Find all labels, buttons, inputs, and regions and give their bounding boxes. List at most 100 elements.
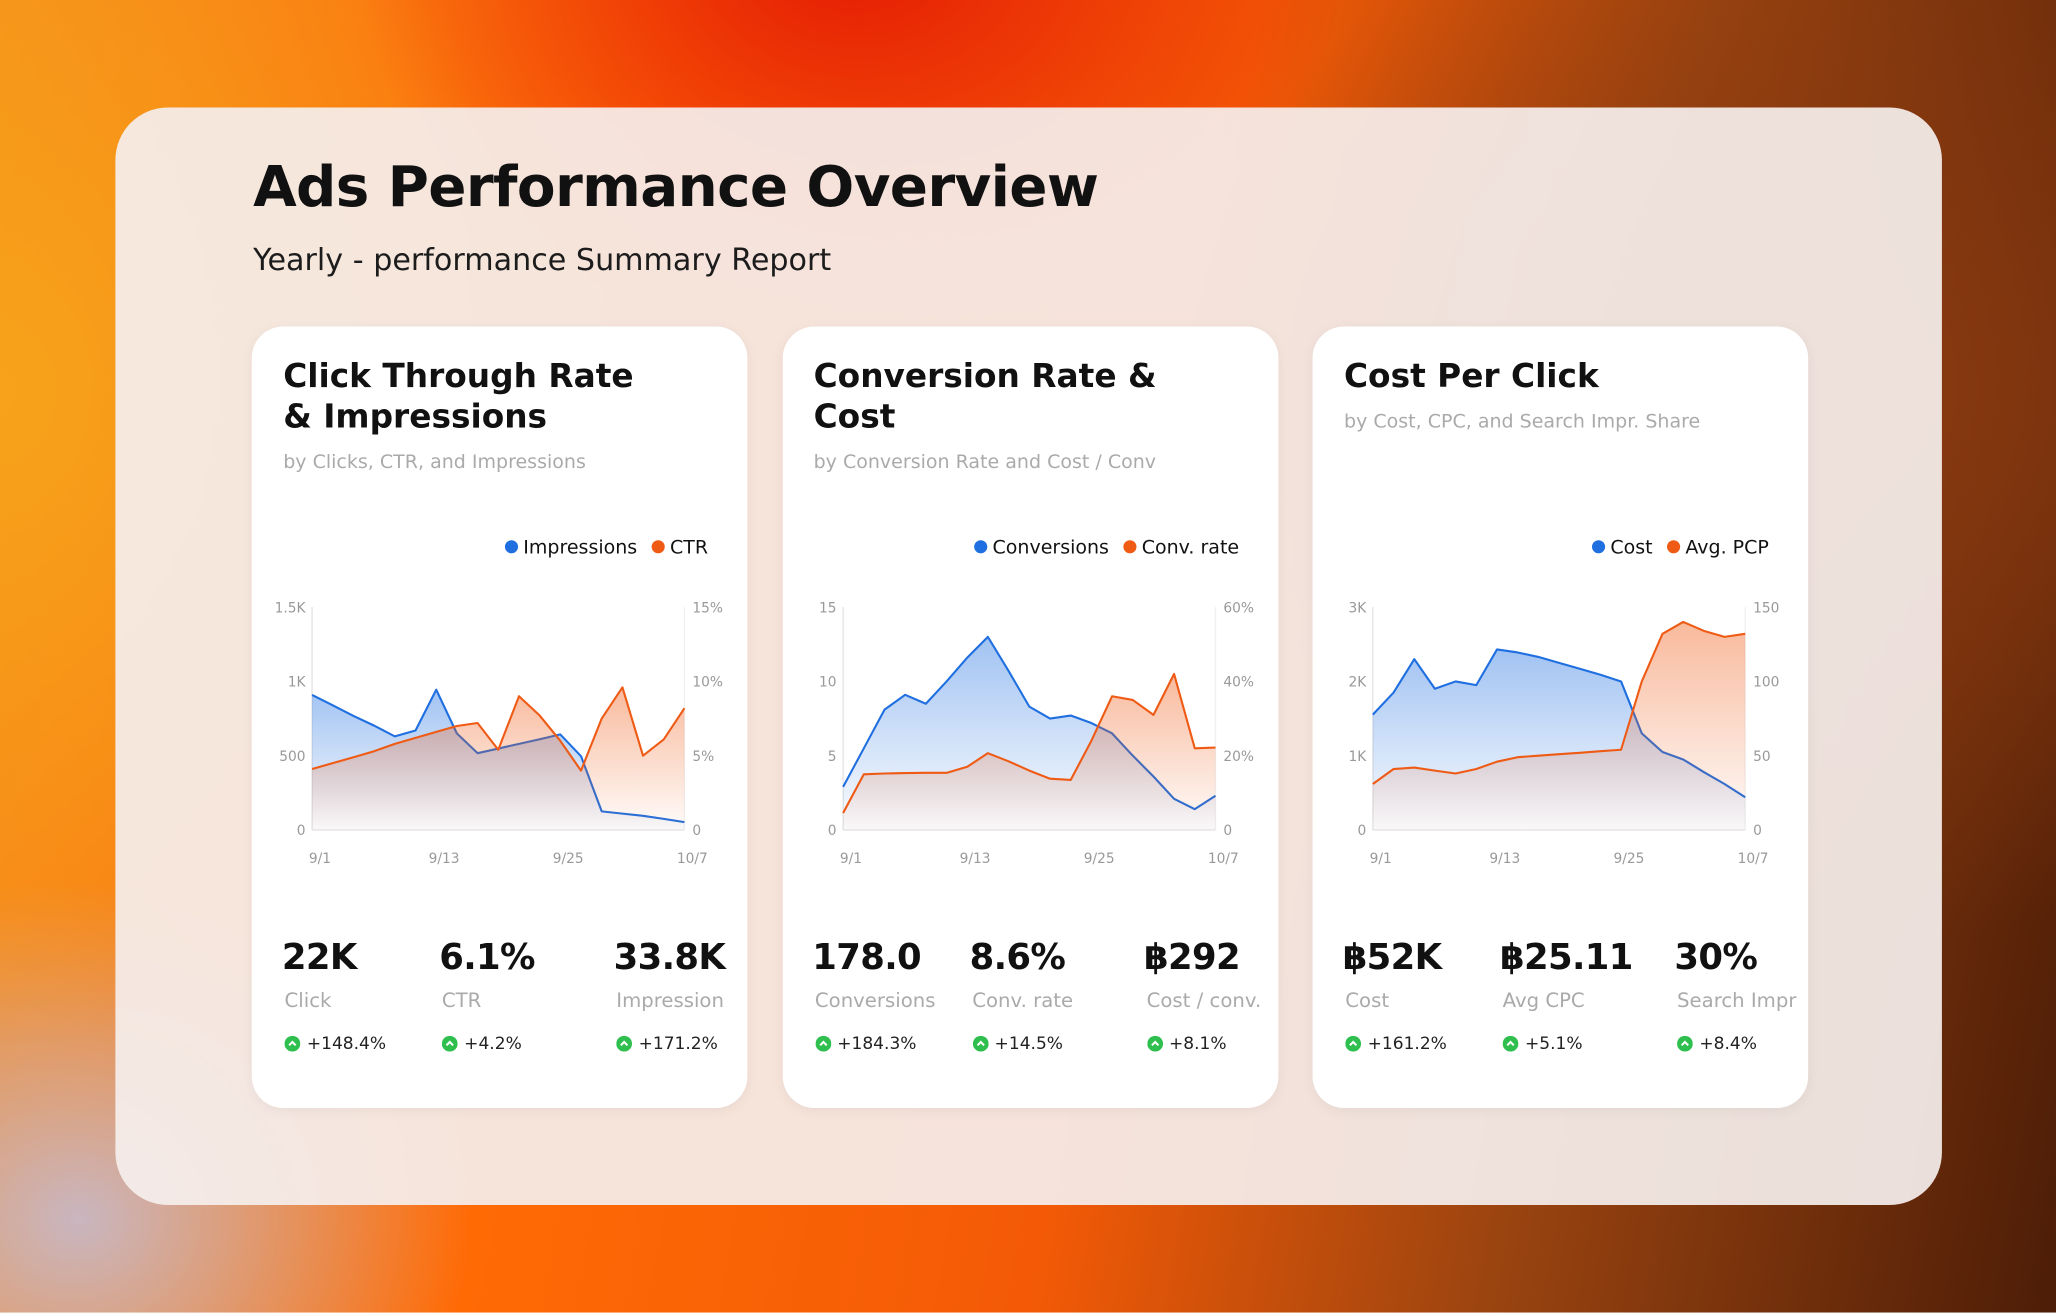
x-tick-label: 9/1 — [839, 851, 861, 867]
stat-value: 178.0 — [812, 937, 922, 979]
legend-label: Conversions — [992, 536, 1108, 558]
legend-swatch — [651, 540, 665, 554]
stat-value: 8.6% — [969, 937, 1066, 979]
chart: 0 500 1K 1.5K 0 5% 10% 15% 9/1 9/13 9/25 10/7 CTR Imp… — [275, 536, 723, 867]
icon-chevron — [1150, 1040, 1159, 1047]
up-icon — [1146, 1035, 1163, 1052]
y2-tick-label: 15% — [692, 600, 723, 616]
series-area — [1372, 621, 1746, 831]
y2-tick-label: 10% — [692, 675, 723, 691]
y-tick-label: 5 — [827, 749, 836, 765]
y2-tick-label: 0 — [1223, 823, 1232, 839]
icon-circle — [1502, 1035, 1519, 1052]
stat-value: 33.8K — [613, 937, 726, 979]
stat-label: Conversions — [814, 988, 936, 1013]
icon-chevron — [288, 1040, 297, 1047]
stat-value: 30% — [1674, 937, 1758, 979]
icon-chevron — [1349, 1040, 1358, 1047]
legend-label: Avg. PCP — [1685, 536, 1768, 558]
legend-label: Conv. rate — [1141, 536, 1238, 558]
y-tick-label: 0 — [827, 823, 836, 839]
stat-change-text: +8.1% — [1168, 1034, 1227, 1055]
stat-label: Impression — [616, 988, 724, 1013]
stat-label: CTR — [441, 988, 482, 1013]
chart-title: Conversion Rate & Cost — [813, 356, 1157, 436]
y-tick-label: 1K — [288, 675, 307, 691]
y-tick-label: 2K — [1349, 675, 1368, 691]
y-tick-label: 0 — [1358, 823, 1367, 839]
legend-swatch — [504, 540, 519, 554]
stat-change: +184.3% — [814, 1034, 917, 1055]
x-tick-label: 9/13 — [429, 851, 460, 867]
icon-circle — [814, 1035, 831, 1052]
y-tick-label: 500 — [279, 749, 305, 765]
stat-change: +161.2% — [1345, 1034, 1447, 1055]
up-icon — [441, 1035, 458, 1052]
up-icon — [284, 1035, 301, 1052]
y2-tick-label: 100 — [1753, 675, 1779, 691]
stat-change-text: +184.3% — [837, 1034, 917, 1055]
stat-value: ฿292 — [1144, 937, 1241, 979]
stat-label: Avg CPC — [1502, 988, 1585, 1013]
icon-circle — [972, 1035, 989, 1052]
stat-label: Conv. rate — [972, 988, 1074, 1013]
icon-chevron — [445, 1040, 454, 1047]
legend-swatch — [973, 540, 987, 554]
chart-title: Click Through Rate & Impressions — [283, 356, 634, 436]
y-tick-label: 1K — [1349, 749, 1368, 765]
up-icon — [1502, 1035, 1519, 1052]
stat-label: Cost — [1345, 988, 1390, 1013]
y2-tick-label: 50 — [1753, 749, 1771, 765]
chart-title: Cost Per Click — [1344, 356, 1599, 395]
stat-label: Search Impr — [1677, 988, 1797, 1013]
icon-chevron — [1680, 1040, 1689, 1047]
icon-circle — [1146, 1035, 1163, 1052]
legend-label: CTR — [670, 536, 708, 558]
stat-change: +8.4% — [1677, 1034, 1757, 1055]
icon-circle — [1677, 1035, 1693, 1052]
panel: Ads Performance Overview Yearly - perfor… — [115, 107, 1942, 1206]
stat-change-text: +8.4% — [1699, 1034, 1757, 1055]
x-tick-label: 9/1 — [1370, 851, 1392, 867]
y2-tick-label: 0 — [1753, 823, 1762, 839]
icon-chevron — [818, 1040, 827, 1047]
stat-change-text: +161.2% — [1367, 1034, 1447, 1055]
stat-label: Cost / conv. — [1146, 988, 1262, 1013]
stat-change: +171.2% — [616, 1034, 718, 1055]
stat-change-text: +5.1% — [1524, 1034, 1583, 1055]
y-tick-label: 3K — [1349, 600, 1368, 616]
series-line — [1372, 620, 1746, 785]
stat-change: +4.2% — [441, 1035, 522, 1054]
y2-tick-label: 40% — [1223, 675, 1254, 691]
chart-card: Click Through Rate & Impressions by Click… — [251, 326, 748, 1108]
icon-circle — [1345, 1035, 1362, 1052]
x-tick-label: 10/7 — [1207, 851, 1238, 867]
icon-circle — [441, 1035, 458, 1052]
x-tick-label: 10/7 — [1738, 851, 1769, 867]
stat-change-text: +171.2% — [638, 1034, 718, 1055]
stat-value: ฿25.11 — [1500, 937, 1633, 979]
legend-swatch — [1122, 540, 1136, 554]
y2-tick-label: 20% — [1223, 749, 1254, 765]
legend-label: Cost — [1610, 536, 1652, 558]
chart-card: Conversion Rate & Cost by Conversion Rate… — [782, 326, 1278, 1108]
stat-change: +148.4% — [284, 1034, 387, 1055]
chart-card: Cost Per Click by Cost, CPC, and Search I… — [1312, 326, 1809, 1108]
stat-change: +8.1% — [1146, 1034, 1227, 1055]
stat-change-text: +14.5% — [994, 1034, 1064, 1055]
x-tick-label: 9/1 — [309, 851, 331, 867]
series-area — [312, 687, 685, 831]
page-title: Ads Performance Overview — [253, 154, 1099, 221]
stat-value: ฿52K — [1342, 937, 1442, 979]
up-icon — [1345, 1035, 1362, 1052]
chart-subtitle: by Clicks, CTR, and Impressions — [283, 452, 586, 474]
stat-change-text: +148.4% — [306, 1034, 387, 1055]
legend-swatch — [1591, 540, 1606, 554]
stat-label: Click — [284, 988, 332, 1013]
series-line — [311, 686, 686, 772]
series-area — [842, 673, 1215, 831]
chart: 0 1K 2K 3K 0 50 100 150 9/1 9/13 9/25 10/7 Avg. PCP C… — [1349, 536, 1780, 867]
x-tick-label: 10/7 — [677, 851, 708, 867]
y-tick-label: 0 — [297, 823, 306, 839]
